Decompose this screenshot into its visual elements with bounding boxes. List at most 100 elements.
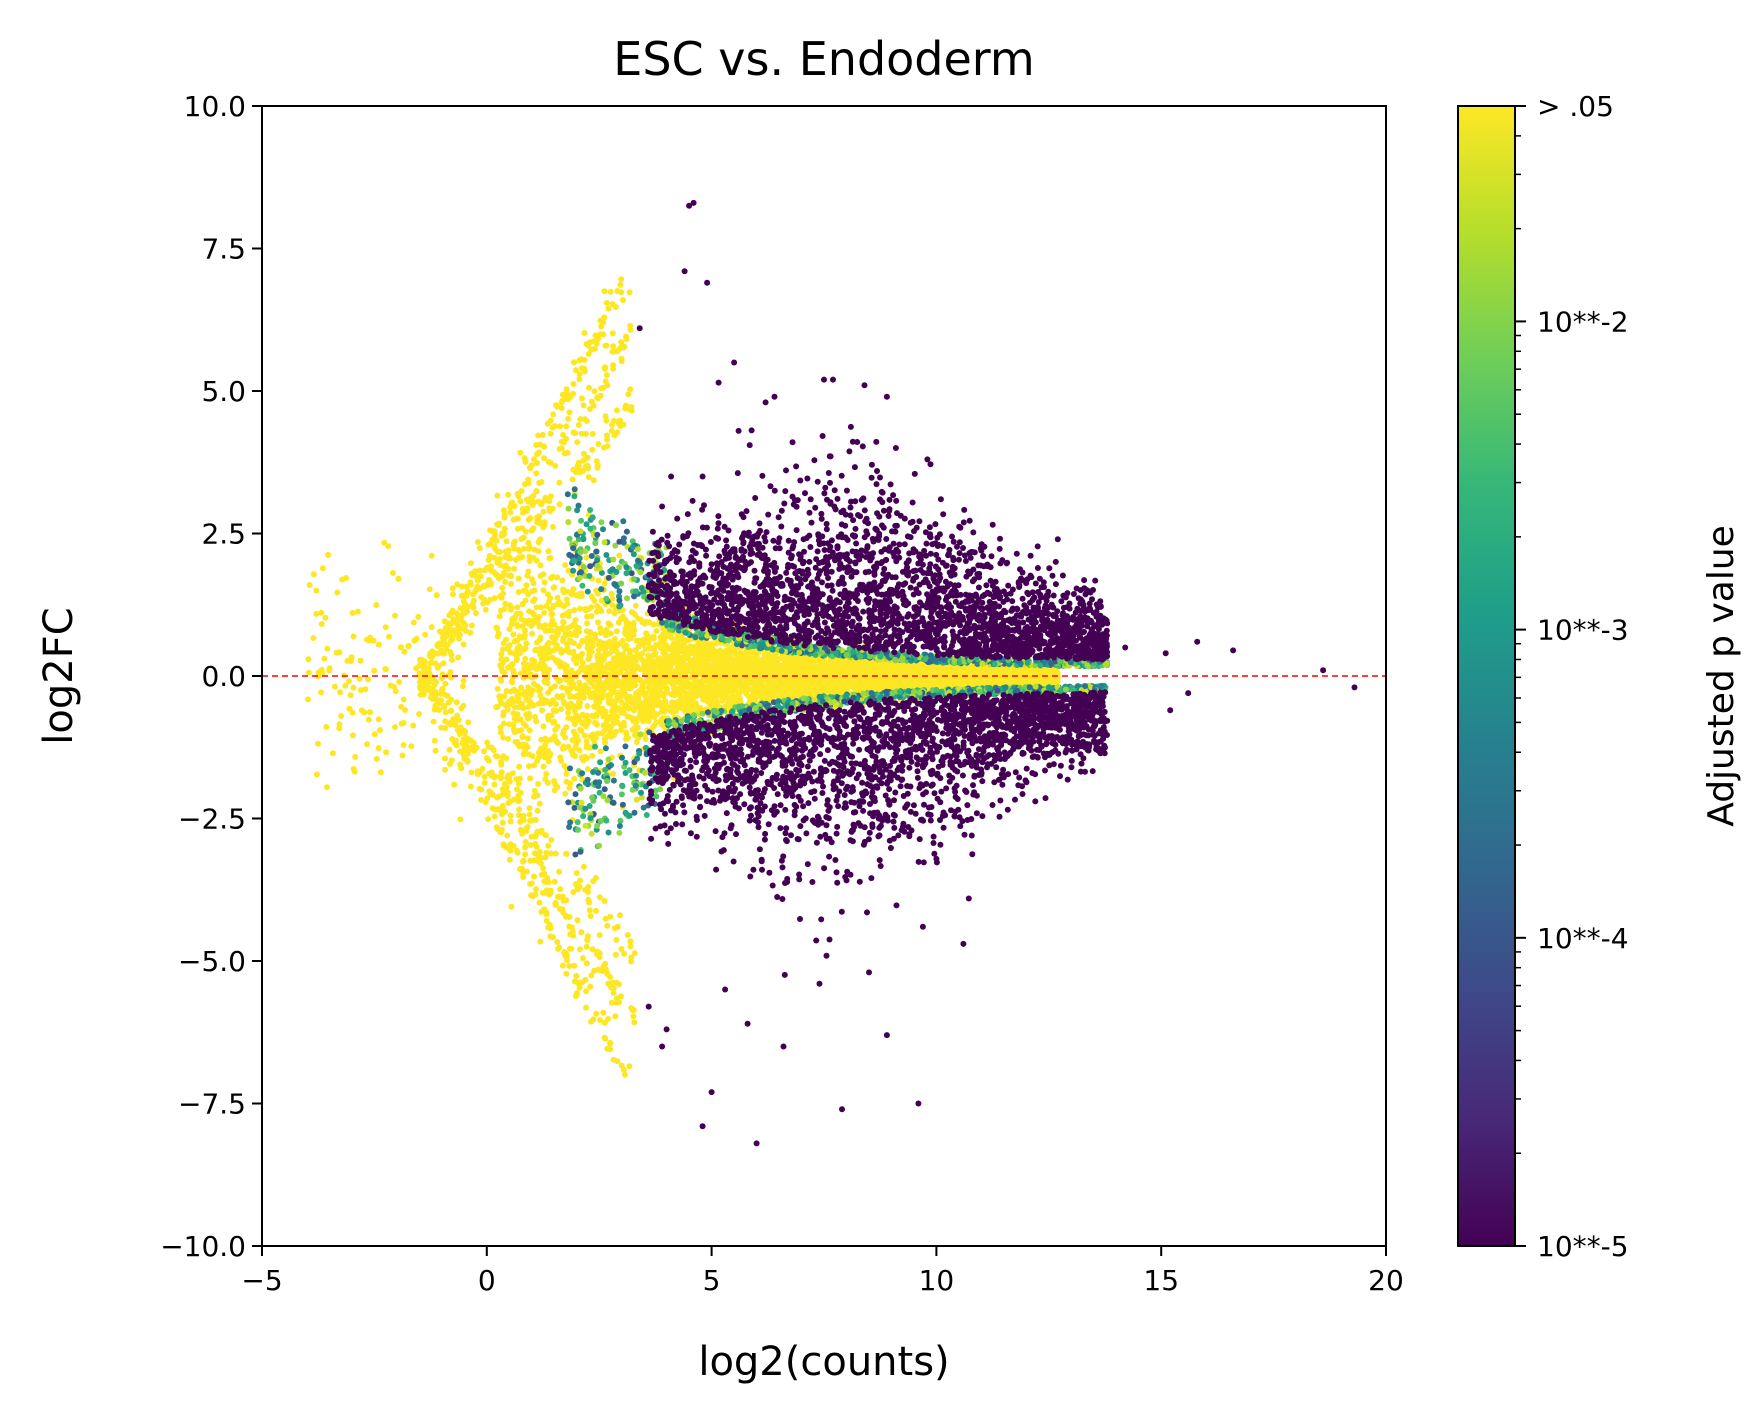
- data-point: [616, 552, 623, 559]
- data-point: [588, 630, 594, 637]
- data-point: [565, 709, 572, 716]
- data-point: [571, 775, 578, 782]
- data-point: [571, 620, 577, 627]
- data-point: [545, 747, 551, 754]
- data-point: [562, 734, 569, 741]
- data-point: [568, 638, 575, 645]
- data-point: [601, 644, 607, 651]
- data-point: [515, 589, 522, 595]
- data-point: [549, 617, 556, 624]
- data-point: [584, 620, 591, 627]
- data-point: [550, 719, 557, 726]
- data-point: [523, 640, 530, 647]
- data-point: [536, 636, 543, 643]
- data-point: [678, 685, 685, 692]
- data-point: [510, 721, 517, 728]
- data-point: [494, 685, 501, 692]
- data-point: [503, 636, 510, 643]
- data-point: [509, 695, 516, 702]
- data-point: [588, 613, 595, 619]
- data-point: [522, 741, 529, 748]
- data-point: [497, 729, 504, 736]
- data-point: [508, 580, 514, 587]
- data-point: [519, 601, 526, 608]
- data-point: [497, 675, 504, 682]
- data-point: [536, 800, 543, 807]
- data-point: [584, 703, 591, 709]
- data-point: [623, 642, 630, 649]
- data-point: [634, 724, 641, 731]
- data-point: [607, 622, 614, 629]
- data-point: [525, 763, 532, 770]
- data-point: [562, 611, 569, 618]
- data-point: [549, 634, 556, 641]
- data-point: [625, 735, 631, 741]
- data-point: [558, 684, 565, 691]
- data-point: [503, 755, 510, 762]
- data-point: [566, 785, 573, 791]
- data-point: [545, 842, 552, 849]
- data-point: [586, 690, 593, 697]
- data-point: [570, 681, 577, 687]
- data-point: [563, 778, 570, 785]
- data-point: [626, 704, 633, 711]
- data-point: [586, 653, 593, 660]
- data-point: [646, 619, 653, 626]
- data-point: [561, 762, 568, 769]
- data-point: [657, 634, 664, 641]
- data-point: [569, 751, 576, 758]
- data-point: [496, 693, 503, 700]
- data-point: [668, 635, 675, 641]
- data-point: [601, 580, 608, 587]
- data-point: [545, 548, 552, 555]
- data-point: [541, 579, 548, 586]
- data-point: [525, 568, 532, 575]
- data-point: [563, 770, 570, 777]
- data-point: [504, 775, 511, 781]
- data-point: [639, 619, 646, 626]
- data-point: [577, 605, 583, 612]
- chart-title: ESC vs. Endoderm: [613, 32, 1034, 86]
- data-point: [634, 663, 641, 670]
- data-point: [561, 603, 567, 610]
- data-point: [593, 713, 600, 719]
- data-point: [506, 642, 513, 649]
- data-point: [606, 608, 613, 615]
- data-point: [589, 752, 596, 759]
- data-point: [724, 700, 731, 707]
- data-point: [535, 780, 542, 787]
- data-point: [540, 571, 547, 578]
- data-point: [562, 790, 569, 797]
- data-point: [498, 761, 505, 768]
- data-point: [526, 727, 533, 734]
- data-point: [503, 688, 510, 694]
- data-point: [608, 590, 615, 597]
- data-point: [538, 736, 545, 743]
- data-point: [536, 648, 543, 655]
- data-point: [590, 676, 597, 683]
- data-point: [531, 762, 538, 769]
- data-point: [586, 744, 593, 751]
- data-point: [662, 699, 669, 706]
- data-point: [516, 763, 523, 770]
- data-point: [510, 631, 517, 638]
- data-point: [584, 613, 591, 620]
- data-point: [541, 609, 548, 616]
- data-point: [588, 593, 595, 600]
- data-point: [578, 590, 585, 597]
- data-point: [684, 645, 691, 652]
- data-point: [597, 748, 604, 755]
- data-point: [517, 610, 524, 617]
- data-point: [583, 738, 590, 745]
- data-point: [494, 492, 501, 499]
- data-point: [514, 604, 521, 611]
- data-point: [530, 554, 537, 561]
- data-point: [544, 641, 551, 648]
- data-point: [537, 562, 544, 569]
- data-point: [663, 688, 670, 695]
- data-point: [644, 657, 651, 664]
- data-point: [667, 646, 674, 653]
- data-point: [548, 712, 555, 719]
- data-point: [563, 596, 570, 603]
